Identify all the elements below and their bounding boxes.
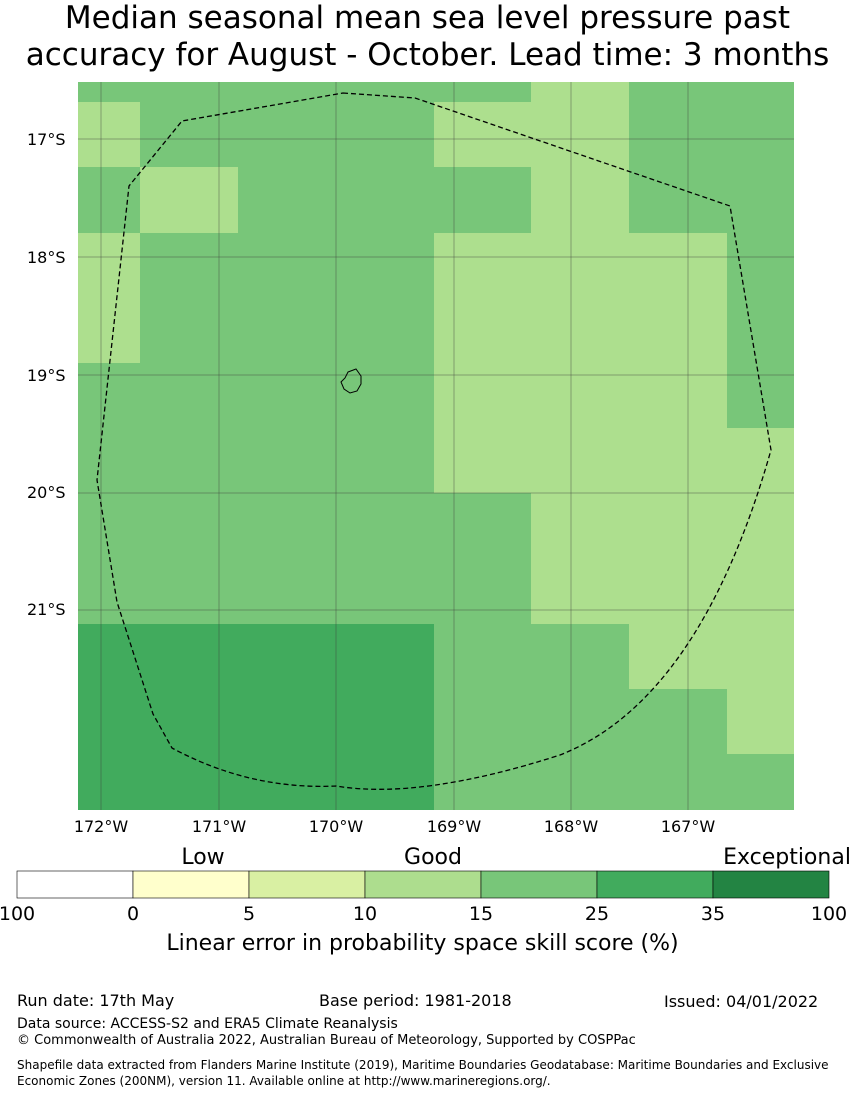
colorbar-category-good: Good	[404, 845, 462, 870]
colorbar-tick: 35	[701, 903, 725, 925]
colorbar-tick: 15	[469, 903, 493, 925]
colorbar-tick: 100	[811, 903, 847, 925]
eez-boundary	[96, 92, 772, 790]
skill-cell	[434, 82, 531, 102]
skill-grid-cells	[78, 82, 794, 810]
colorbar-segment	[364, 870, 482, 899]
lat-label: 21°S	[27, 600, 66, 619]
skill-cell	[531, 82, 629, 233]
skill-cell	[140, 167, 238, 233]
skill-cell	[531, 493, 794, 624]
shapefile-credit-line1: Shapefile data extracted from Flanders M…	[17, 1058, 829, 1072]
shapefile-credit-line2: Economic Zones (200NM), version 11. Avai…	[17, 1074, 551, 1088]
skill-cell	[434, 102, 531, 167]
lon-label: 167°W	[661, 817, 716, 836]
skill-cell	[727, 428, 794, 493]
colorbar-segment	[132, 870, 250, 899]
niue-island-outline	[340, 368, 362, 394]
base-period: Base period: 1981-2018	[319, 991, 512, 1010]
colorbar-tick: 100	[0, 903, 35, 925]
colorbar-tick: 0	[127, 903, 139, 925]
copyright: © Commonwealth of Australia 2022, Austra…	[17, 1033, 636, 1048]
map-title-line1: Median seasonal mean sea level pressure …	[64, 0, 791, 36]
colorbar-segment	[596, 870, 714, 899]
lat-label: 19°S	[27, 366, 66, 385]
lat-label: 18°S	[27, 248, 66, 267]
skill-cell	[434, 233, 727, 493]
issued-date: Issued: 04/01/2022	[664, 992, 819, 1011]
colorbar-segment	[16, 870, 134, 899]
lon-label: 169°W	[427, 817, 482, 836]
colorbar-tick: 25	[585, 903, 609, 925]
lon-label: 170°W	[309, 817, 364, 836]
skill-cell	[78, 102, 140, 167]
skill-cell	[78, 624, 434, 810]
lon-label: 172°W	[74, 817, 129, 836]
colorbar-tick: 10	[353, 903, 377, 925]
lat-label: 17°S	[27, 130, 66, 149]
skill-cell	[727, 689, 794, 754]
colorbar-category-low: Low	[181, 845, 224, 870]
colorbar-segment	[712, 870, 830, 899]
colorbar-tick: 5	[243, 903, 255, 925]
colorbar	[16, 870, 830, 899]
skill-cell	[78, 233, 140, 363]
data-source: Data source: ACCESS-S2 and ERA5 Climate …	[17, 1016, 398, 1032]
colorbar-title: Linear error in probability space skill …	[166, 931, 679, 956]
graticule-lines	[78, 82, 794, 810]
run-date: Run date: 17th May	[17, 991, 175, 1010]
lon-label: 168°W	[544, 817, 599, 836]
map-title-line2: accuracy for August - October. Lead time…	[25, 37, 830, 73]
lat-label: 20°S	[27, 483, 66, 502]
lon-label: 171°W	[192, 817, 247, 836]
skill-cell	[629, 624, 794, 689]
colorbar-segment	[480, 870, 598, 899]
colorbar-segment	[248, 870, 366, 899]
colorbar-category-exceptional: Exceptional	[723, 845, 851, 870]
